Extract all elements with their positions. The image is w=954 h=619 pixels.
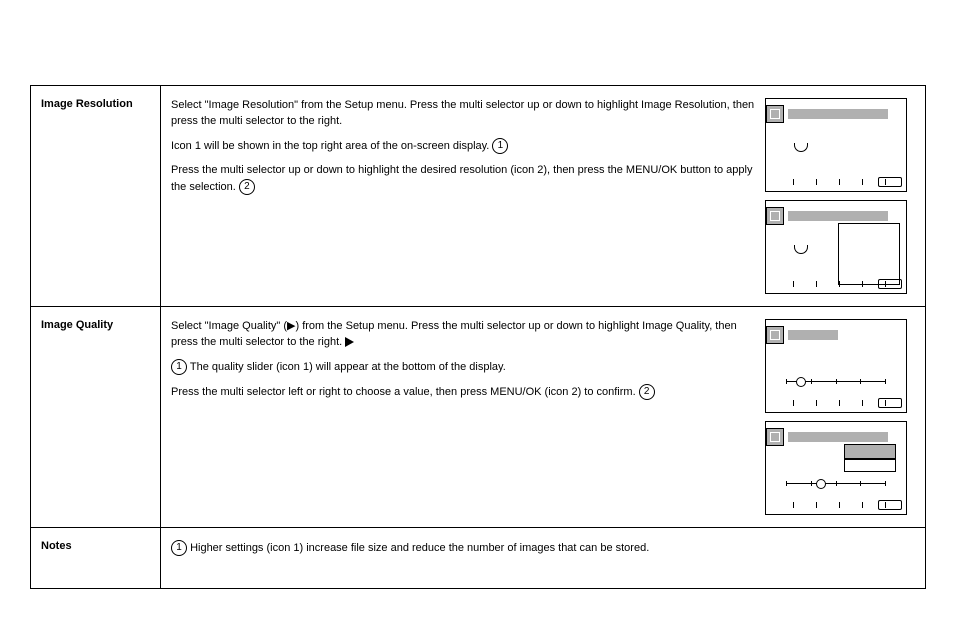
row-image-quality: Image Quality Select "Image Quality" (▶)…: [31, 307, 925, 528]
circled-2-icon: 2: [239, 179, 255, 195]
row-label: Image Quality: [31, 307, 161, 527]
body-line: Select "Image Resolution" from the Setup…: [171, 98, 757, 130]
thumbnails: [765, 98, 915, 294]
body-line: Press the multi selector up or down to h…: [171, 163, 757, 196]
circled-1-icon: 1: [171, 540, 187, 556]
circled-1-icon: 1: [492, 138, 508, 154]
circled-2-icon: 2: [639, 384, 655, 400]
screen-thumb-a: [765, 98, 907, 192]
label-text: Image Quality: [41, 319, 113, 331]
circled-1-icon: 1: [171, 359, 187, 375]
body-line: Select "Image Quality" (▶) from the Setu…: [171, 319, 757, 351]
text-zone: Select "Image Quality" (▶) from the Setu…: [171, 319, 765, 515]
label-text: Image Resolution: [41, 98, 133, 110]
settings-table: Image Resolution Select "Image Resolutio…: [30, 85, 926, 589]
body-line: Press the multi selector left or right t…: [171, 384, 757, 401]
row-content: 1 Higher settings (icon 1) increase file…: [161, 528, 925, 588]
thumbnails: [765, 319, 915, 515]
screen-thumb-b: [765, 200, 907, 294]
row-content: Select "Image Resolution" from the Setup…: [161, 86, 925, 306]
row-image-resolution: Image Resolution Select "Image Resolutio…: [31, 86, 925, 307]
body-line: Icon 1 will be shown in the top right ar…: [171, 138, 757, 155]
screen-thumb-d: [765, 421, 907, 515]
body-line: 1 The quality slider (icon 1) will appea…: [171, 359, 757, 376]
row-label: Image Resolution: [31, 86, 161, 306]
row-content: Select "Image Quality" (▶) from the Setu…: [161, 307, 925, 527]
row-notes: Notes 1 Higher settings (icon 1) increas…: [31, 528, 925, 588]
screen-thumb-c: [765, 319, 907, 413]
label-text: Notes: [41, 540, 72, 552]
text-zone: 1 Higher settings (icon 1) increase file…: [171, 540, 915, 576]
body-line: 1 Higher settings (icon 1) increase file…: [171, 540, 907, 557]
play-icon: [345, 337, 354, 347]
row-label: Notes: [31, 528, 161, 588]
text-zone: Select "Image Resolution" from the Setup…: [171, 98, 765, 294]
